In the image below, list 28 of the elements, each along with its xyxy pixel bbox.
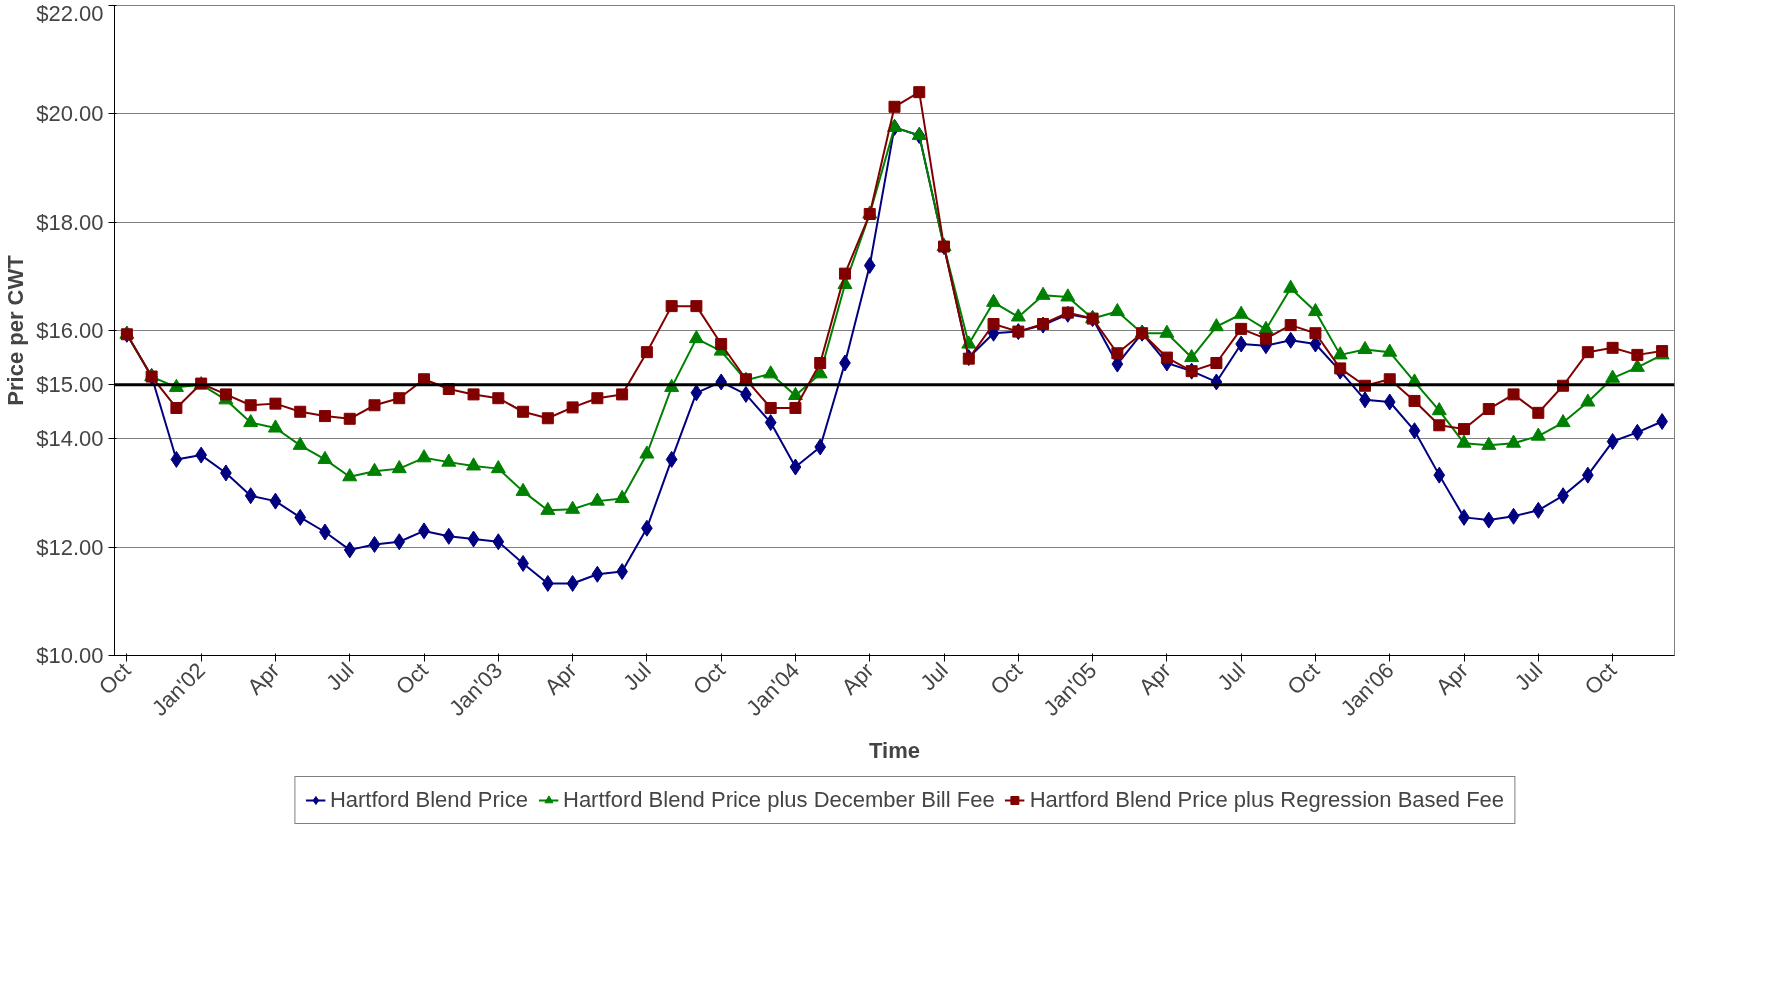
y-tick-label: $10.00 <box>36 643 104 668</box>
x-axis-title: Time <box>869 737 920 763</box>
x-tick-label: Apr <box>836 657 879 700</box>
x-tick-label: Jul <box>321 657 359 696</box>
legend-label: Hartford Blend Price <box>329 787 528 813</box>
x-tick-label: Jul <box>1212 657 1250 696</box>
y-tick-label: $14.00 <box>36 426 104 452</box>
x-tick-label: Oct <box>390 657 433 700</box>
x-tick-label: Oct <box>688 657 731 700</box>
x-tick-label: Jul <box>915 657 953 696</box>
x-tick-label: Jul <box>1509 657 1548 696</box>
x-tick-label: Oct <box>1282 657 1325 700</box>
y-tick-label: $18.00 <box>36 209 104 235</box>
y-tick-label: $22.00 <box>36 0 104 26</box>
legend-label: Hartford Blend Price plus December Bill Fee <box>563 787 995 813</box>
y-tick-label: $12.00 <box>36 534 104 560</box>
x-tick-label: Jul <box>618 657 656 696</box>
y-tick-label: $16.00 <box>36 318 104 343</box>
legend-label: Hartford Blend Price plus Regression Based Fee <box>1029 787 1505 813</box>
x-tick-label: Apr <box>539 657 582 700</box>
x-tick-label: Apr <box>242 657 285 700</box>
x-tick-label: Oct <box>985 657 1028 700</box>
y-axis-title: Price per CWT <box>3 254 29 406</box>
x-tick-label: Apr <box>1430 657 1473 700</box>
x-tick-label: Oct <box>1579 657 1622 700</box>
y-tick-label: $15.00 <box>36 372 104 398</box>
x-tick-label: Apr <box>1133 657 1176 700</box>
y-tick-label: $20.00 <box>36 101 104 127</box>
